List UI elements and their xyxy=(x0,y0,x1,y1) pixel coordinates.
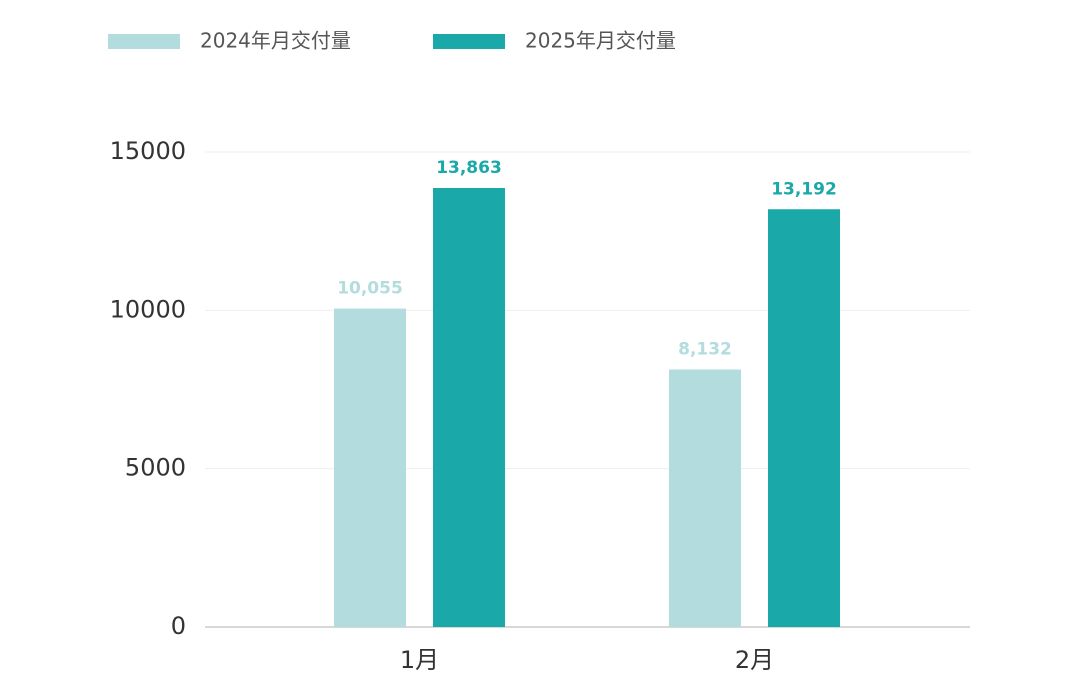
legend-swatch xyxy=(433,34,505,49)
x-tick-label: 2月 xyxy=(735,646,774,674)
bar xyxy=(433,188,505,627)
x-tick-label: 1月 xyxy=(400,646,439,674)
legend-label: 2024年月交付量 xyxy=(200,29,351,53)
y-tick-label: 10000 xyxy=(110,295,186,323)
bar xyxy=(669,369,741,627)
y-tick-label: 5000 xyxy=(125,454,186,482)
data-label: 13,192 xyxy=(771,179,837,199)
data-label: 13,863 xyxy=(436,158,502,178)
data-label: 8,132 xyxy=(678,339,732,359)
legend-label: 2025年月交付量 xyxy=(525,29,676,53)
legend-swatch xyxy=(108,34,180,49)
y-tick-label: 15000 xyxy=(110,137,186,165)
data-label: 10,055 xyxy=(337,279,403,299)
bar xyxy=(768,209,840,627)
bar xyxy=(334,308,406,627)
y-tick-label: 0 xyxy=(171,612,186,640)
